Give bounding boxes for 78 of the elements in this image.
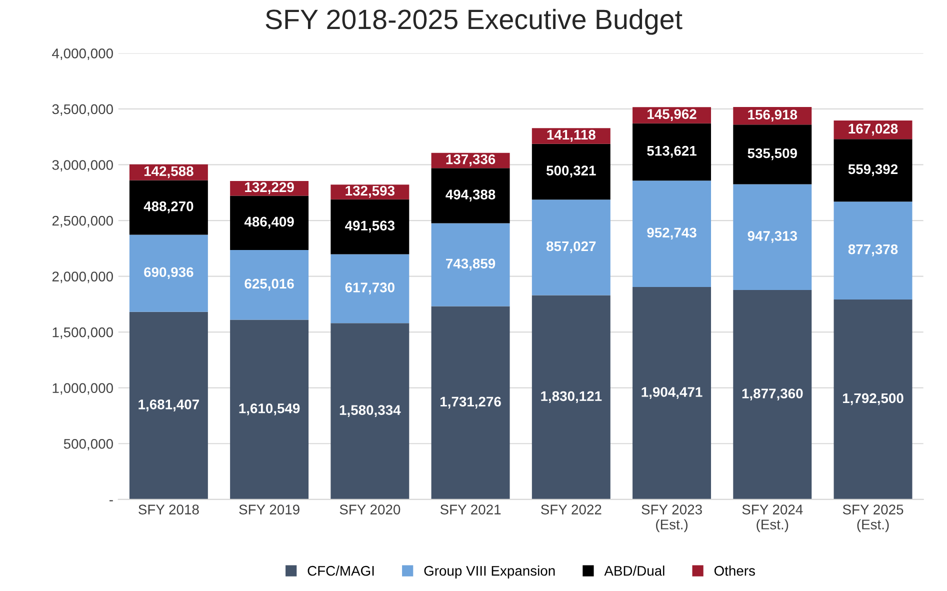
data-label: 1,877,360 bbox=[742, 388, 803, 400]
data-label: 743,859 bbox=[446, 258, 496, 271]
data-label: 491,563 bbox=[345, 220, 395, 233]
bar bbox=[733, 290, 812, 500]
data-label: 1,830,121 bbox=[541, 391, 602, 404]
bar bbox=[733, 124, 812, 184]
data-label: 1,580,334 bbox=[340, 405, 401, 417]
y-tick-label: 1,000,000 bbox=[52, 383, 113, 395]
data-label: 513,621 bbox=[647, 146, 696, 158]
y-tick-label: 500,000 bbox=[64, 438, 113, 450]
y-tick-label: 3,000,000 bbox=[52, 160, 113, 172]
data-label: 1,731,276 bbox=[440, 396, 501, 409]
data-label: 137,336 bbox=[446, 154, 496, 166]
x-tick-label: SFY 2019 bbox=[239, 504, 300, 514]
x-tick-label: SFY 2025 (Est.) bbox=[842, 504, 904, 532]
bar bbox=[834, 139, 912, 202]
bar bbox=[230, 196, 309, 250]
bar bbox=[532, 295, 610, 500]
chart-title: SFY 2018-2025 Executive Budget bbox=[266, 8, 682, 35]
bar bbox=[632, 123, 712, 181]
data-label: 142,588 bbox=[144, 166, 194, 178]
bar bbox=[632, 180, 712, 287]
legend-label: Others bbox=[714, 566, 755, 576]
y-tick-label: 2,000,000 bbox=[52, 272, 113, 284]
data-label: 952,743 bbox=[647, 228, 696, 240]
data-label: 1,681,407 bbox=[138, 400, 199, 412]
bar bbox=[834, 202, 912, 300]
bar bbox=[632, 286, 712, 500]
y-tick-label: 3,500,000 bbox=[52, 104, 113, 116]
x-tick-label: SFY 2024 (Est.) bbox=[742, 504, 803, 532]
bar bbox=[129, 234, 208, 312]
bar bbox=[129, 312, 208, 500]
legend-label: CFC/MAGI bbox=[308, 566, 374, 576]
data-label: 488,270 bbox=[144, 201, 194, 214]
data-label: 947,313 bbox=[748, 231, 797, 243]
bar bbox=[431, 168, 510, 224]
bar bbox=[330, 199, 410, 254]
data-label: 857,027 bbox=[546, 241, 596, 254]
data-label: 690,936 bbox=[144, 267, 194, 280]
bar bbox=[230, 250, 309, 320]
data-label: 167,028 bbox=[848, 124, 898, 136]
legend-label: Group VIII Expansion bbox=[424, 566, 555, 578]
y-tick-label: 2,500,000 bbox=[52, 216, 113, 228]
bar bbox=[230, 320, 309, 500]
data-label: 625,016 bbox=[244, 278, 294, 291]
bar bbox=[532, 200, 610, 296]
x-tick-label: SFY 2023 (Est.) bbox=[642, 504, 702, 532]
x-tick-label: SFY 2020 bbox=[340, 504, 400, 514]
data-label: 486,409 bbox=[244, 216, 294, 229]
data-label: 1,610,549 bbox=[239, 403, 300, 416]
data-label: 141,118 bbox=[547, 130, 596, 142]
data-label: 132,593 bbox=[346, 186, 395, 198]
data-label: 1,904,471 bbox=[642, 387, 702, 399]
data-label: 494,388 bbox=[446, 190, 496, 202]
bar bbox=[330, 323, 410, 500]
bar bbox=[834, 299, 912, 500]
data-label: 156,918 bbox=[748, 110, 798, 122]
data-label: 1,792,500 bbox=[843, 393, 904, 406]
y-tick-label: - bbox=[110, 500, 113, 502]
y-tick-label: 4,000,000 bbox=[52, 48, 113, 60]
bar bbox=[330, 254, 410, 324]
bar bbox=[532, 144, 610, 200]
y-tick-label: 1,500,000 bbox=[52, 327, 113, 339]
data-label: 559,392 bbox=[848, 164, 898, 176]
x-tick-label: SFY 2018 bbox=[138, 504, 199, 514]
data-label: 132,229 bbox=[245, 182, 294, 194]
data-label: 535,509 bbox=[748, 148, 797, 160]
bar bbox=[733, 184, 812, 290]
bar bbox=[431, 306, 510, 500]
legend-label: ABD/Dual bbox=[604, 566, 664, 576]
data-label: 877,378 bbox=[848, 244, 898, 256]
bar bbox=[129, 180, 208, 235]
data-label: 145,962 bbox=[648, 109, 696, 121]
bar bbox=[431, 223, 510, 306]
data-label: 617,730 bbox=[345, 282, 394, 294]
x-tick-label: SFY 2021 bbox=[440, 504, 501, 514]
data-label: 500,321 bbox=[546, 166, 596, 178]
x-tick-label: SFY 2022 bbox=[541, 504, 602, 514]
